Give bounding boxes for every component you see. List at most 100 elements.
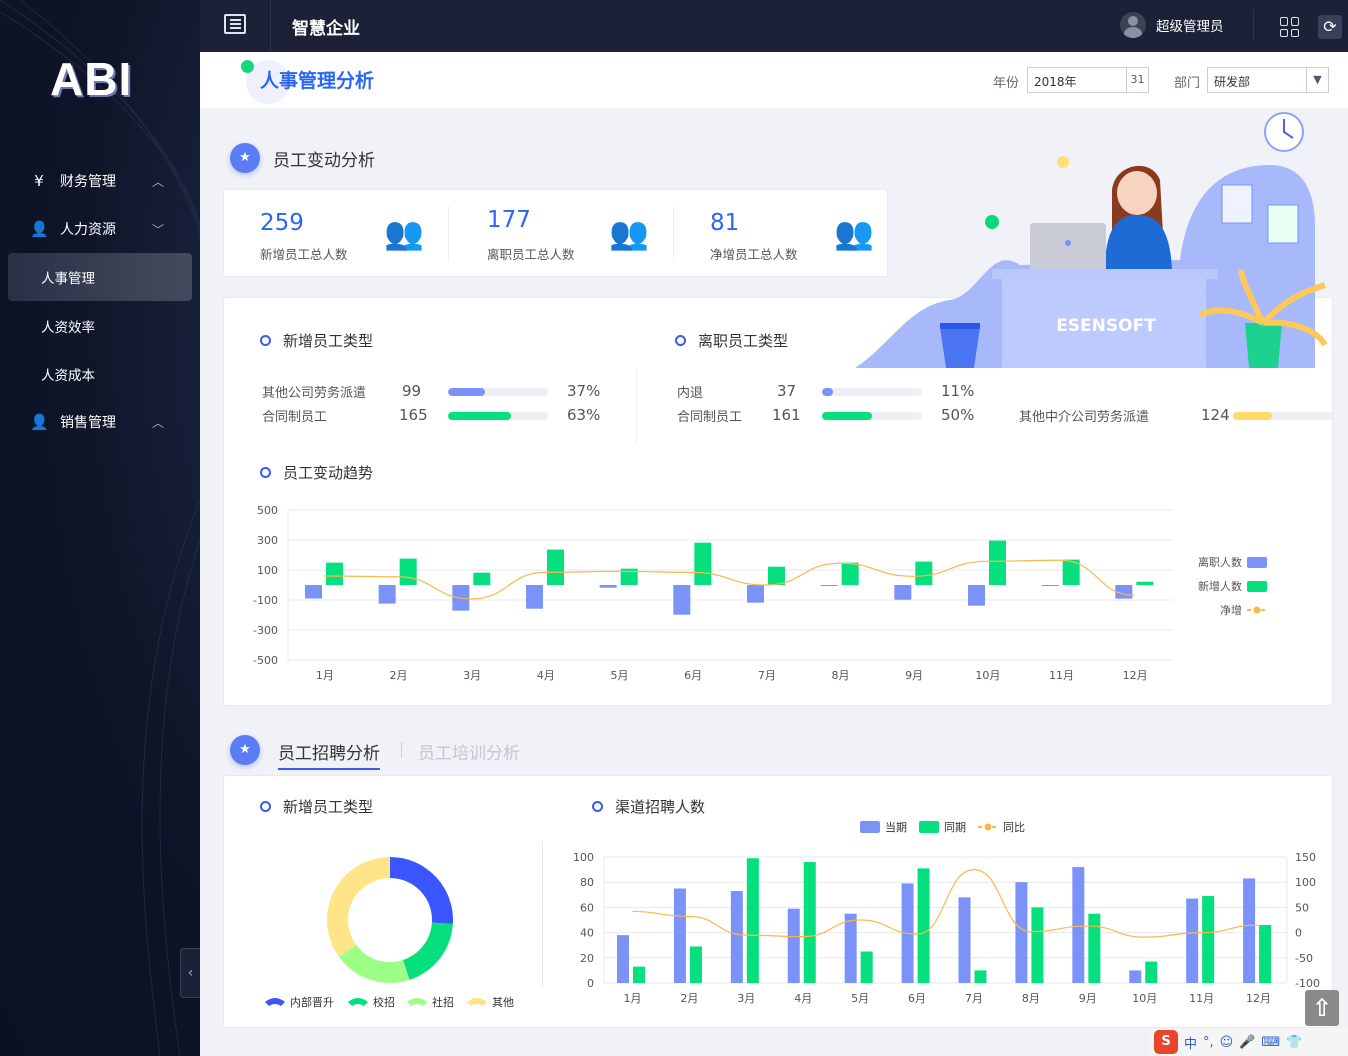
bar-new <box>841 562 859 585</box>
y-tick-label: -300 <box>253 624 278 637</box>
bar-same-period <box>746 858 759 983</box>
tab-recruitment[interactable]: 员工招聘分析 <box>278 739 380 770</box>
star-icon: ★ <box>230 143 260 173</box>
x-tick-label: 12月 <box>1123 669 1148 682</box>
trend-chart: 500 300 100 -100 -300 -500 1月 2月 3月 4月 5月 6月 7月 8月 9月 1… <box>253 504 1267 682</box>
donut-slice <box>339 944 410 983</box>
progress-bar <box>1233 412 1333 420</box>
x-tick-label: 2月 <box>390 669 408 682</box>
bar-current <box>1015 882 1028 983</box>
progress-row: 合同制员工 161 50% <box>677 406 975 425</box>
bar-new <box>694 542 712 585</box>
bar-same-period <box>1088 913 1101 983</box>
ime-lang-toggle[interactable]: 中 <box>1184 1036 1198 1052</box>
x-tick-label: 10月 <box>1132 992 1157 1005</box>
tab-training[interactable]: 员工培训分析 <box>418 744 520 764</box>
sidebar-subitem-personnel[interactable]: 人事管理 <box>8 253 192 301</box>
x-tick-label: 7月 <box>965 992 983 1005</box>
mic-icon[interactable]: 🎤 <box>1239 1034 1256 1050</box>
bar-leave <box>820 585 838 586</box>
star-icon: ★ <box>230 735 260 765</box>
bar-current <box>617 935 629 983</box>
skin-icon[interactable]: 👕 <box>1286 1034 1303 1050</box>
x-tick-label: 6月 <box>684 669 702 682</box>
chevron-up-icon: ︿ <box>151 415 164 430</box>
x-tick-label: 5月 <box>851 992 869 1005</box>
year-picker[interactable]: 2018年 31 <box>1027 67 1149 93</box>
x-tick-label: 6月 <box>908 992 926 1005</box>
dept-select[interactable]: 研发部 ▼ <box>1207 67 1329 93</box>
user-icon: 👤 <box>30 413 49 431</box>
legend-swatch <box>919 821 939 833</box>
users-in-icon: 👥 <box>384 214 424 252</box>
keyboard-icon[interactable]: ⌨ <box>1261 1034 1281 1050</box>
y2-tick-label: 150 <box>1295 851 1316 864</box>
bar-leave <box>673 585 691 615</box>
bar-title: 渠道招聘人数 <box>592 796 705 817</box>
punctuation-icon[interactable]: °, <box>1203 1034 1214 1050</box>
recruitment-chart: 100 150 80 100 60 50 40 0 20 -50 0 -100 1月 2月 3月 4月 5月 6月… <box>573 820 1320 1005</box>
sidebar-item-hr[interactable]: 👤 人力资源 ﹀ <box>0 205 200 253</box>
bar-current <box>730 891 743 983</box>
legend-label: 其他 <box>492 996 514 1009</box>
topbar: 智慧企业 超级管理员 ⟳ <box>200 0 1348 52</box>
sidebar-subitem-efficiency[interactable]: 人资效率 <box>41 320 95 336</box>
legend-label: 新增人数 <box>1198 579 1242 593</box>
y-tick-label: 60 <box>580 901 594 914</box>
progress-fill <box>448 388 485 396</box>
legend-swatch <box>265 998 285 1006</box>
bar-same-period <box>689 946 702 983</box>
legend-label: 离职人数 <box>1198 555 1242 569</box>
bar-same-period <box>1145 961 1158 983</box>
sidebar-collapse-button[interactable]: ‹ <box>180 948 200 998</box>
sidebar-item-finance[interactable]: ¥ 财务管理 ︿ <box>0 157 200 205</box>
progress-row: 其他公司劳务派遣 99 37% <box>262 382 601 401</box>
y-tick-label: 100 <box>257 564 278 577</box>
stat-value: 259 <box>260 210 304 236</box>
bar-leave <box>305 585 322 599</box>
progress-fill <box>822 388 833 396</box>
yen-icon: ¥ <box>34 172 44 190</box>
stat-net: 81 净增员工总人数 👥 <box>674 190 899 278</box>
stat-label: 新增员工总人数 <box>260 247 348 262</box>
bar-same-period <box>917 868 930 983</box>
dropdown-arrow-icon[interactable]: ▼ <box>1306 68 1328 92</box>
page-header: 人事管理分析 年份 2018年 31 部门 研发部 ▼ <box>200 52 1348 108</box>
progress-fill <box>1233 412 1272 420</box>
progress-row: 其他中介公司劳务派遣 124 <box>1019 406 1333 426</box>
bar-new <box>915 561 933 585</box>
x-tick-label: 3月 <box>463 669 481 682</box>
donut-slice <box>402 922 453 980</box>
refresh-icon[interactable]: ⟳ <box>1318 15 1342 39</box>
y-tick-label: -500 <box>253 654 278 667</box>
y-tick-label: 100 <box>573 851 594 864</box>
stat-new: 259 新增员工总人数 👥 <box>224 190 449 278</box>
bar-same-period <box>1031 907 1044 983</box>
emoji-icon[interactable]: ☺ <box>1219 1034 1234 1050</box>
user-menu[interactable]: 超级管理员 <box>1120 12 1224 38</box>
calendar-icon[interactable]: 31 <box>1126 68 1148 92</box>
back-to-top-button[interactable]: ⇧ <box>1305 990 1339 1026</box>
y2-tick-label: -50 <box>1295 952 1313 965</box>
x-tick-label: 8月 <box>1022 992 1040 1005</box>
x-tick-label: 9月 <box>1079 992 1097 1005</box>
stats-card: 259 新增员工总人数 👥 177 离职员工总人数 👥 81 净增员工总人数 👥 <box>223 189 888 277</box>
year-value: 2018年 <box>1034 75 1077 89</box>
bar-leave <box>747 585 764 603</box>
menu-toggle-icon[interactable] <box>224 14 246 34</box>
chevron-up-icon: ︿ <box>151 174 164 189</box>
avatar <box>1120 12 1146 38</box>
apps-grid-icon[interactable] <box>1280 17 1300 37</box>
bar-current <box>958 897 971 983</box>
title-dot <box>241 60 254 73</box>
legend-dot <box>1253 606 1261 614</box>
ring-icon <box>675 335 686 346</box>
sidebar-item-sales[interactable]: 👤 销售管理 ︿ <box>0 398 200 446</box>
progress-bar <box>822 412 922 420</box>
sidebar-subitem-cost[interactable]: 人资成本 <box>41 368 95 384</box>
y2-tick-label: -100 <box>1295 977 1320 990</box>
bar-leave <box>526 585 543 609</box>
stat-label: 净增员工总人数 <box>710 247 798 262</box>
donut-chart: 内部晋升 校招 社招 其他 <box>265 857 514 1009</box>
ring-icon <box>260 467 271 478</box>
